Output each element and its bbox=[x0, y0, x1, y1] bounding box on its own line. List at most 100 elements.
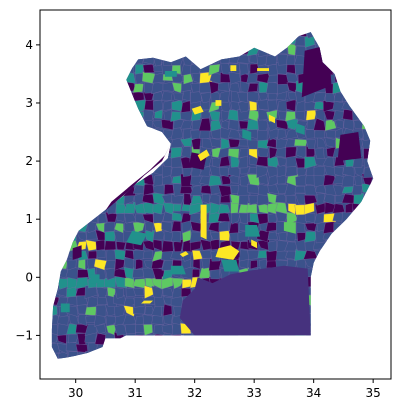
district-cell bbox=[87, 136, 99, 150]
district-cell bbox=[362, 287, 374, 299]
accent-district bbox=[60, 303, 70, 313]
district-cell bbox=[67, 164, 80, 178]
district-cell bbox=[66, 183, 79, 195]
district-cell bbox=[85, 146, 98, 157]
district-cell bbox=[305, 213, 316, 224]
district-cell bbox=[286, 55, 296, 66]
district-cell bbox=[124, 32, 135, 38]
district-cell bbox=[343, 71, 354, 85]
district-cell bbox=[87, 250, 98, 259]
district-cell bbox=[247, 343, 259, 353]
district-cell bbox=[372, 139, 374, 149]
district-cell bbox=[332, 203, 345, 214]
district-cell bbox=[136, 350, 147, 359]
district-cell bbox=[362, 220, 374, 233]
district-cell bbox=[132, 119, 146, 131]
district-cell bbox=[219, 230, 231, 241]
district-cell bbox=[162, 99, 174, 112]
district-cell bbox=[354, 276, 364, 288]
district-cell bbox=[277, 99, 289, 113]
district-cell bbox=[75, 220, 88, 233]
y-tick-label: 3 bbox=[25, 96, 33, 110]
district-cell bbox=[267, 240, 277, 253]
district-cell bbox=[51, 137, 60, 151]
district-cell bbox=[228, 342, 242, 355]
district-cell bbox=[68, 193, 80, 206]
district-cell bbox=[249, 213, 260, 224]
district-cell bbox=[171, 342, 182, 355]
district-cell bbox=[361, 259, 373, 271]
district-cell bbox=[56, 231, 70, 243]
district-cell bbox=[125, 341, 137, 352]
district-cell bbox=[123, 266, 135, 280]
district-cell bbox=[152, 184, 165, 195]
district-cell bbox=[239, 166, 251, 175]
district-cell bbox=[87, 32, 99, 38]
district-cell bbox=[361, 314, 374, 324]
district-cell bbox=[75, 174, 89, 187]
district-cell bbox=[97, 100, 108, 110]
district-cell bbox=[171, 212, 184, 222]
district-cell bbox=[323, 323, 336, 335]
district-cell bbox=[76, 165, 87, 177]
district-cell bbox=[51, 313, 61, 326]
district-cell bbox=[237, 34, 249, 45]
district-cell bbox=[51, 342, 61, 355]
district-cell bbox=[94, 62, 109, 73]
highlight-district bbox=[215, 245, 240, 260]
district-cell bbox=[94, 45, 108, 54]
district-cell bbox=[123, 257, 134, 270]
district-cell bbox=[65, 43, 77, 57]
district-cell bbox=[363, 32, 372, 39]
district-cell bbox=[51, 192, 61, 204]
district-cell bbox=[257, 108, 269, 121]
district-cell bbox=[351, 202, 365, 213]
district-cell bbox=[314, 352, 326, 359]
district-cell bbox=[135, 174, 146, 187]
district-cell bbox=[56, 100, 70, 113]
district-cell bbox=[275, 202, 288, 215]
district-cell bbox=[217, 203, 231, 214]
district-cell bbox=[51, 43, 59, 56]
district-cell bbox=[323, 313, 336, 326]
district-cell bbox=[256, 99, 270, 110]
district-cell bbox=[314, 202, 326, 215]
district-cell bbox=[135, 257, 143, 270]
district-cell bbox=[153, 45, 164, 54]
district-cell bbox=[285, 194, 297, 204]
district-cell bbox=[51, 352, 61, 359]
district-cell bbox=[315, 34, 327, 47]
district-cell bbox=[51, 202, 60, 213]
district-cell bbox=[57, 44, 70, 57]
district-cell bbox=[322, 54, 335, 64]
district-cell bbox=[333, 239, 346, 250]
district-cell bbox=[240, 335, 248, 345]
accent-district bbox=[164, 71, 177, 77]
district-cell bbox=[51, 34, 59, 48]
district-cell bbox=[85, 350, 96, 359]
district-cell bbox=[275, 32, 289, 39]
y-axis: −1 0 1 2 3 4 bbox=[15, 38, 40, 342]
district-cell bbox=[221, 342, 232, 354]
district-cell bbox=[143, 44, 156, 56]
y-tick-label: 0 bbox=[25, 270, 33, 284]
district-cell bbox=[135, 323, 145, 334]
accent-district bbox=[283, 222, 296, 234]
district-cell bbox=[189, 35, 201, 46]
district-cell bbox=[332, 249, 344, 261]
district-cell bbox=[56, 156, 68, 169]
district-cell bbox=[94, 73, 108, 85]
district-cell bbox=[218, 351, 230, 359]
district-cell bbox=[161, 34, 173, 48]
district-cell bbox=[342, 297, 356, 308]
district-cell bbox=[323, 276, 335, 287]
district-cell bbox=[161, 194, 175, 204]
district-cell bbox=[172, 277, 185, 290]
district-cell bbox=[362, 249, 374, 260]
district-cell bbox=[284, 32, 299, 38]
district-cell bbox=[51, 249, 59, 262]
district-cell bbox=[55, 127, 69, 141]
district-cell bbox=[75, 100, 87, 112]
district-cell bbox=[257, 250, 268, 259]
district-cell bbox=[360, 333, 373, 342]
